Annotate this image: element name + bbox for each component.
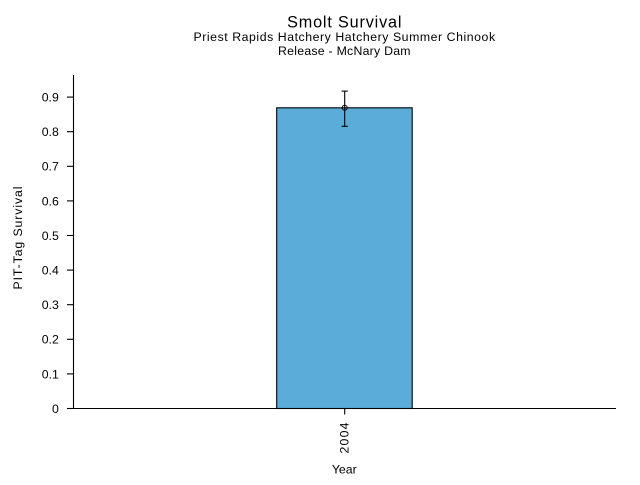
svg-text:0: 0 <box>52 402 59 416</box>
svg-text:2004: 2004 <box>338 422 352 453</box>
svg-text:Release - McNary Dam: Release - McNary Dam <box>278 44 411 58</box>
svg-text:Priest Rapids Hatchery Hatcher: Priest Rapids Hatchery Hatchery Summer C… <box>193 30 495 44</box>
svg-text:0.5: 0.5 <box>42 229 59 243</box>
svg-text:0.2: 0.2 <box>42 333 59 347</box>
svg-text:0.6: 0.6 <box>42 194 59 208</box>
svg-text:0.1: 0.1 <box>42 367 59 381</box>
svg-text:Year: Year <box>332 463 357 477</box>
svg-text:0.4: 0.4 <box>42 264 59 278</box>
svg-text:0.3: 0.3 <box>42 298 59 312</box>
svg-text:Smolt Survival: Smolt Survival <box>287 13 401 31</box>
svg-text:0.8: 0.8 <box>42 125 59 139</box>
svg-text:0.7: 0.7 <box>42 160 59 174</box>
svg-text:0.9: 0.9 <box>42 91 59 105</box>
svg-text:PIT-Tag Survival: PIT-Tag Survival <box>11 187 25 290</box>
